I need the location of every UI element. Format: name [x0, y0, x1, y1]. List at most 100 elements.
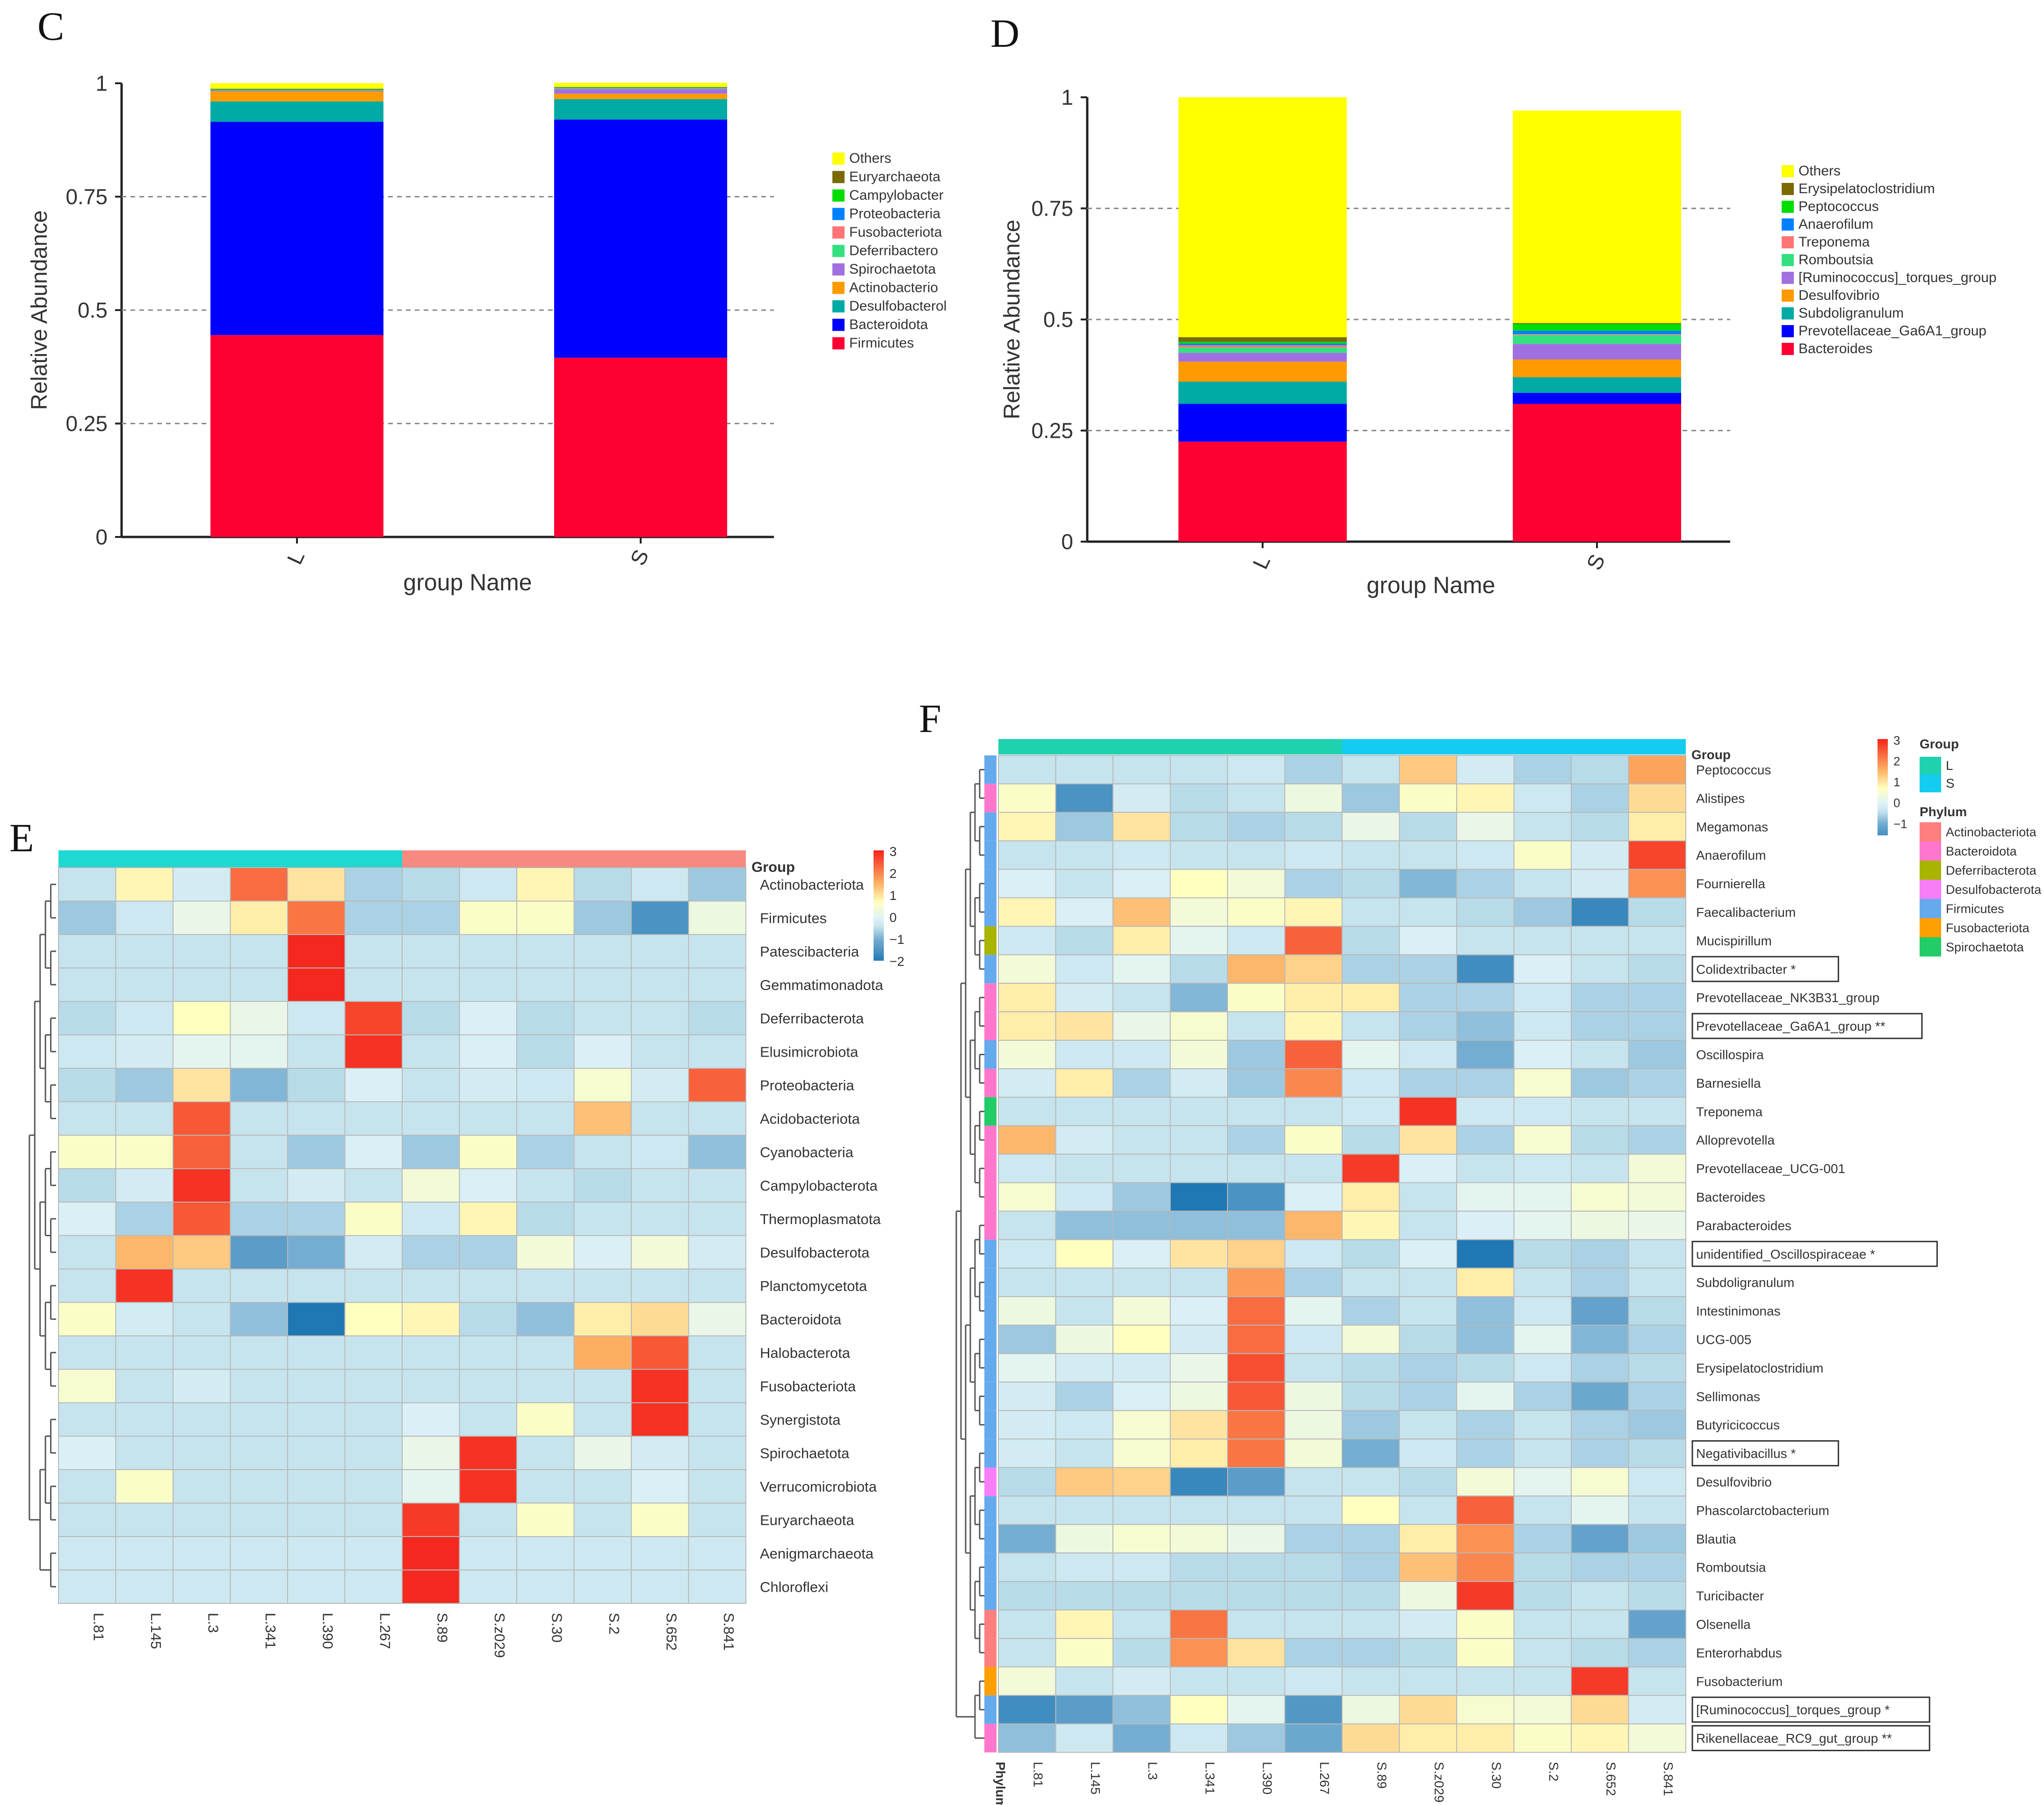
colorbar-segment: [874, 927, 884, 931]
colorbar-segment: [1878, 825, 1888, 828]
heatmap-cell-colidextribacter-s-841: [1628, 954, 1686, 984]
colorbar-segment: [874, 905, 884, 909]
heatmap-cell-enterorhabdus-s-2: [1513, 1638, 1572, 1667]
heatmap-cell-romboutsia-l-267: [1284, 1552, 1343, 1582]
heatmap-cell-intestinimonas-l-341: [1170, 1296, 1228, 1326]
heatmap-cell-alistipes-s-2: [1513, 783, 1572, 813]
bar-segment-anaerofilum-l: [1178, 343, 1347, 346]
row-label-oscillospira: Oscillospira: [1696, 1048, 1764, 1062]
heatmap-cell-spirochaetota-s-89: [402, 1435, 460, 1470]
legend-phylum-swatch-actinobacteriota: [1920, 822, 1941, 841]
heatmap-cell-aenigmarchaeota-l-267: [344, 1536, 403, 1571]
heatmap-cell-fournierella-s-652: [1571, 869, 1629, 899]
group-bar-cell-s-30: [517, 850, 574, 867]
phylum-strip-olsenella: [984, 1610, 997, 1638]
legend-swatch-desulfobacterota: [832, 300, 845, 312]
heatmap-cell-parabacteroides-l-390: [1227, 1211, 1286, 1240]
colorbar-segment: [874, 892, 884, 895]
colorbar-segment: [1878, 770, 1888, 773]
heatmap-cell-blautia-s-89: [1342, 1524, 1400, 1554]
heatmap-cell-synergistota-s-z029: [459, 1402, 517, 1437]
heatmap-cell-erysipelatoclostridium-l-145: [1055, 1353, 1113, 1383]
row-label-campylobacterota: Campylobacterota: [760, 1177, 878, 1194]
legend-label-firmicutes: Firmicutes: [849, 335, 914, 351]
heatmap-cell-romboutsia-s-841: [1628, 1552, 1686, 1582]
heatmap-cell-verrucomicrobiota-l-81: [58, 1469, 116, 1504]
heatmap-cell-sellimonas-s-841: [1628, 1381, 1686, 1411]
heatmap-cell-prevotellaceae-ga6a1-group-s-2: [1513, 1011, 1572, 1041]
heatmap-cell-deferribacterota-l-341: [230, 1001, 288, 1036]
heatmap-cell-mucispirillum-s-30: [1456, 926, 1515, 956]
heatmap-cell-turicibacter-s-652: [1571, 1581, 1629, 1611]
heatmap-cell-ucg-005-s-841: [1628, 1325, 1686, 1354]
heatmap-cell-peptococcus-s-841: [1628, 755, 1686, 784]
column-label-s-30: S.30: [549, 1613, 565, 1643]
heatmap-cell-cyanobacteria-s-89: [402, 1135, 460, 1169]
heatmap-cell-deferribacterota-s-89: [402, 1001, 460, 1036]
bar-segment-desulfovibrio-s: [1513, 359, 1681, 377]
heatmap-cell-euryarchaeota-s-2: [573, 1502, 632, 1537]
heatmap-cell-halobacterota-l-3: [173, 1335, 231, 1370]
colorbar-segment: [874, 955, 884, 958]
heatmap-cell-phascolarctobacterium-s-89: [1342, 1495, 1400, 1525]
heatmap-cell-oscillospira-s-2: [1513, 1040, 1572, 1069]
heatmap-cell-barnesiella-s-2: [1513, 1068, 1572, 1098]
heatmap-cell-prevotellaceae-ucg-001-l-267: [1284, 1153, 1343, 1183]
heatmap-cell-colidextribacter-l-3: [1112, 954, 1171, 984]
row-label-verrucomicrobiota: Verrucomicrobiota: [760, 1479, 877, 1495]
heatmap-cell-erysipelatoclostridium-s-652: [1571, 1353, 1629, 1383]
colorbar-segment: [1878, 780, 1888, 783]
heatmap-cell-synergistota-l-341: [230, 1402, 288, 1437]
heatmap-cell-prevotellaceae-ga6a1-group-s-z029: [1399, 1011, 1457, 1041]
heatmap-cell-desulfovibrio-l-341: [1170, 1467, 1228, 1497]
row-label-desulfovibrio: Desulfovibrio: [1696, 1475, 1772, 1489]
row-label-sellimonas: Sellimonas: [1696, 1389, 1760, 1404]
heatmap-cell-oscillospira-s-89: [1342, 1040, 1400, 1069]
colorbar-segment: [1878, 808, 1888, 812]
bar-segment-erysipelatoclostridium-l: [1178, 337, 1347, 342]
heatmap-cell-alistipes-s-841: [1628, 783, 1686, 813]
significance-box-prevotellaceae-ga6a1-group: [1691, 1013, 1923, 1039]
legend-phylum-swatch-deferribacterota: [1920, 861, 1941, 880]
heatmap-cell-ruminococcus-torques-group-l-341: [1170, 1695, 1228, 1725]
heatmap-cell-blautia-s-z029: [1399, 1524, 1457, 1554]
heatmap-cell-acidobacteriota-s-z029: [459, 1101, 517, 1136]
x-axis-title: group Name: [1366, 572, 1495, 598]
group-bar-label: Group: [1691, 747, 1731, 762]
heatmap-cell-fusobacterium-l-341: [1170, 1666, 1228, 1696]
group-bar-cell-s-89: [1342, 739, 1400, 754]
heatmap-cell-blautia-l-267: [1284, 1524, 1343, 1554]
heatmap-cell-peptococcus-l-81: [998, 755, 1056, 784]
row-label-halobacterota: Halobacterota: [760, 1345, 851, 1361]
heatmap-cell-megamonas-s-652: [1571, 812, 1629, 841]
heatmap-cell-intestinimonas-l-390: [1227, 1296, 1286, 1326]
heatmap-cell-negativibacillus-s-z029: [1399, 1438, 1457, 1468]
heatmap-cell-intestinimonas-s-30: [1456, 1296, 1515, 1326]
heatmap-cell-oscillospira-s-841: [1628, 1040, 1686, 1069]
row-label-planctomycetota: Planctomycetota: [760, 1278, 867, 1294]
colorbar-segment: [874, 894, 884, 898]
heatmap-cell-desulfobacterota-s-2: [573, 1235, 632, 1269]
heatmap-cell-cyanobacteria-l-3: [173, 1135, 231, 1169]
heatmap-cell-fournierella-s-30: [1456, 869, 1515, 899]
heatmap-cell-desulfovibrio-s-30: [1456, 1467, 1515, 1497]
heatmap-cell-treponema-s-841: [1628, 1096, 1686, 1126]
colorbar-segment: [1878, 772, 1888, 776]
heatmap-cell-desulfobacterota-l-267: [344, 1235, 403, 1269]
heatmap-cell-turicibacter-s-89: [1342, 1581, 1400, 1611]
heatmap-cell-ruminococcus-torques-group-s-89: [1342, 1695, 1400, 1725]
heatmap-cell-campylobacterota-l-145: [115, 1168, 173, 1203]
heatmap-cell-colidextribacter-l-341: [1170, 954, 1228, 984]
heatmap-cell-alloprevotella-l-267: [1284, 1125, 1343, 1155]
heatmap-cell-bacteroidota-s-30: [516, 1302, 575, 1336]
colorbar-segment: [874, 908, 884, 912]
colorbar-segment: [1878, 787, 1888, 790]
heatmap-cell-spirochaetota-l-81: [58, 1435, 116, 1470]
heatmap-cell-spirochaetota-l-3: [173, 1435, 231, 1470]
row-label-proteobacteria: Proteobacteria: [760, 1077, 854, 1094]
heatmap-cell-gemmatimonadota-s-2: [573, 967, 632, 1002]
heatmap-cell-parabacteroides-l-267: [1284, 1211, 1343, 1240]
heatmap-cell-fournierella-l-267: [1284, 869, 1343, 899]
row-label-subdoligranulum: Subdoligranulum: [1696, 1276, 1794, 1290]
panel-label-d: D: [990, 11, 1019, 56]
